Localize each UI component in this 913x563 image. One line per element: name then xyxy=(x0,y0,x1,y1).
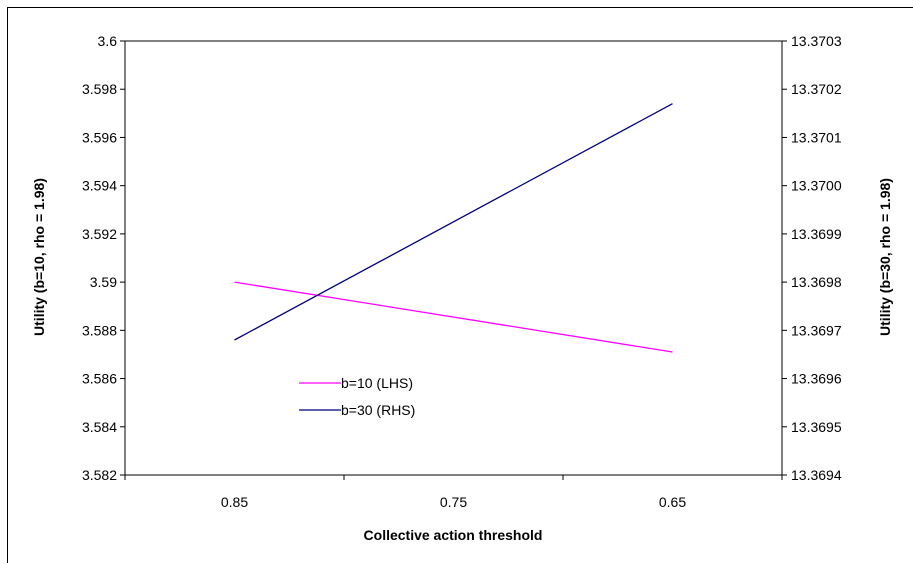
left-y-tick-label: 3.596 xyxy=(82,129,117,145)
legend-label: b=30 (RHS) xyxy=(341,402,415,418)
x-axis-title: Collective action threshold xyxy=(364,527,543,543)
left-y-tick-label: 3.584 xyxy=(82,419,117,435)
left-y-axis: 3.6 3.598 3.596 3.594 3.592 3.59 3.588 3.586 3.5… xyxy=(82,33,125,483)
left-y-axis-title: Utility (b=10, rho = 1.98) xyxy=(31,178,47,336)
chart-frame xyxy=(7,7,913,563)
legend-label: b=10 (LHS) xyxy=(341,375,413,391)
right-y-tick-label: 13.3694 xyxy=(791,467,842,483)
x-tick-label: 0.85 xyxy=(221,494,248,510)
x-axis: 0.85 0.75 0.65 xyxy=(124,475,783,510)
left-y-tick-label: 3.594 xyxy=(82,178,117,194)
right-y-tick-label: 13.3700 xyxy=(791,178,842,194)
series-line-b30 xyxy=(234,103,673,341)
left-y-tick-label: 3.6 xyxy=(98,33,118,49)
right-y-tick-label: 13.3697 xyxy=(791,322,842,338)
right-y-tick-label: 13.3702 xyxy=(791,81,842,97)
plot-border xyxy=(124,40,783,476)
left-y-tick-label: 3.586 xyxy=(82,371,117,387)
right-y-tick-label: 13.3703 xyxy=(791,33,842,49)
left-y-tick-label: 3.588 xyxy=(82,322,117,338)
right-y-axis: 13.3703 13.3702 13.3701 13.3700 13.3699 13.36… xyxy=(782,33,842,483)
right-y-tick-label: 13.3699 xyxy=(791,226,842,242)
right-y-tick-label: 13.3695 xyxy=(791,419,842,435)
left-y-tick-label: 3.582 xyxy=(82,467,117,483)
plot-area xyxy=(124,40,783,476)
series-line-b10 xyxy=(234,281,673,353)
x-tick-label: 0.75 xyxy=(440,494,467,510)
right-y-tick-label: 13.3696 xyxy=(791,371,842,387)
right-y-tick-label: 13.3701 xyxy=(791,129,842,145)
series-layer xyxy=(234,103,673,353)
legend: b=10 (LHS) b=30 (RHS) xyxy=(299,375,415,418)
left-y-tick-label: 3.592 xyxy=(82,226,117,242)
right-y-tick-label: 13.3698 xyxy=(791,274,842,290)
left-y-tick-label: 3.598 xyxy=(82,81,117,97)
left-y-tick-label: 3.59 xyxy=(90,274,117,290)
right-y-axis-title: Utility (b=30, rho = 1.98) xyxy=(877,178,893,336)
x-tick-label: 0.65 xyxy=(659,494,686,510)
